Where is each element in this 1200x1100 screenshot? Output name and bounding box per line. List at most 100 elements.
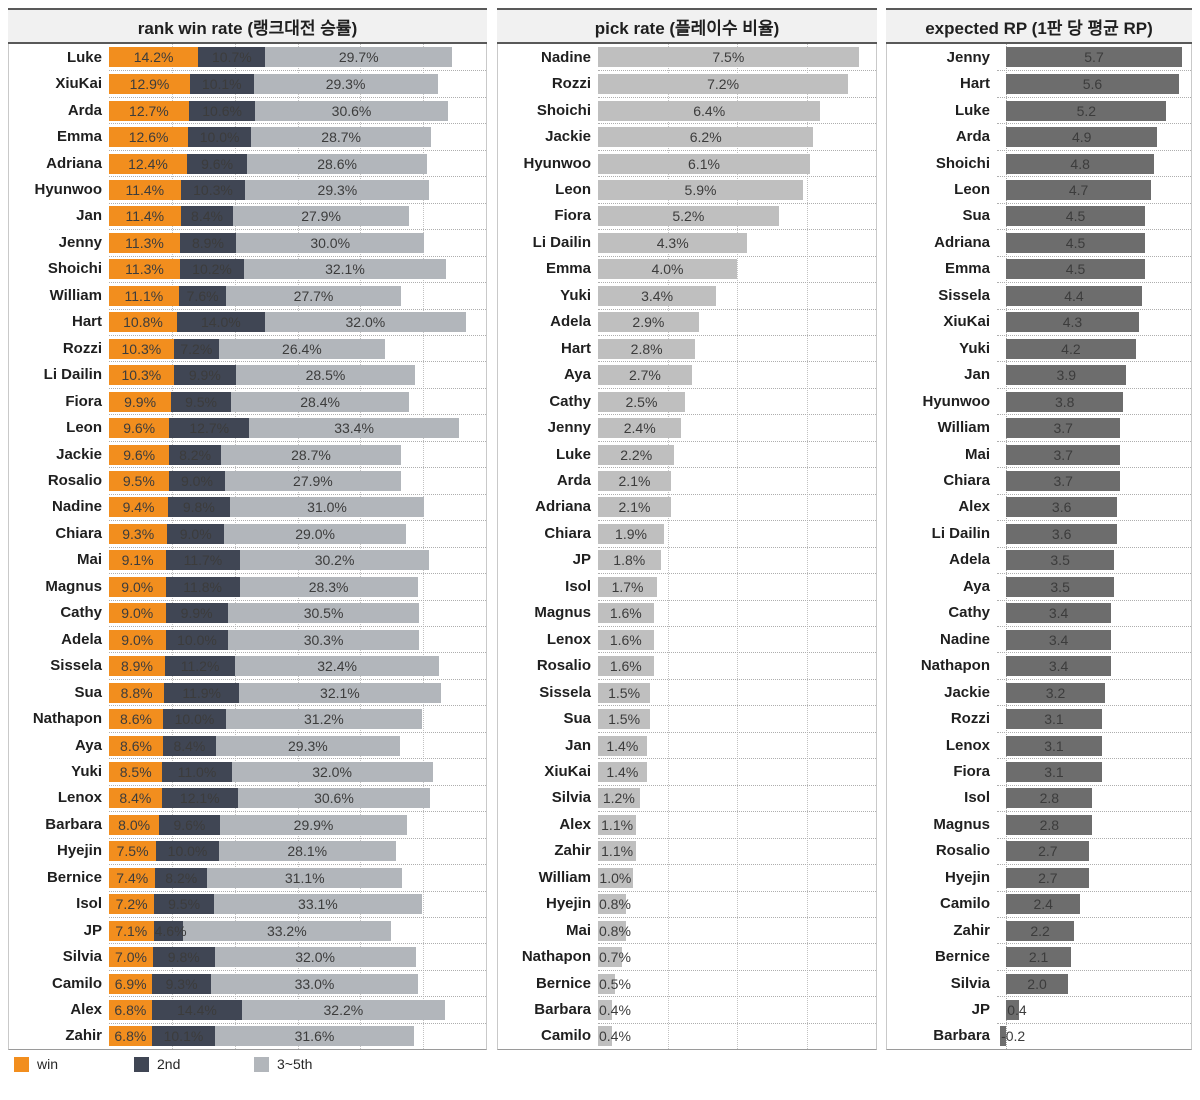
value-label: 3.1 — [1044, 737, 1064, 754]
value-label: 2.2 — [1030, 922, 1050, 939]
plot-area: 3.4 — [997, 599, 1191, 626]
bar-segment-3-5th — [228, 629, 419, 650]
expected-rp-bar — [1006, 973, 1068, 994]
category-label: Fiora — [953, 762, 990, 780]
expected-rp-panel: expected RP (1판 당 평균 RP) Jenny 5.7 Hart 5.6… — [886, 8, 1192, 1050]
value-label: 3.7 — [1053, 446, 1073, 463]
value-label: 8.9% — [120, 658, 153, 675]
bar-segment-2nd — [165, 576, 240, 597]
legend-item-win: win — [14, 1056, 134, 1072]
category-label: Jenny — [547, 419, 591, 437]
plot-area: 5.9% — [598, 176, 876, 202]
plot-area: 2.0 — [997, 969, 1191, 996]
value-label: 4.0% — [651, 261, 684, 278]
value-label: 2.4 — [1033, 896, 1053, 913]
value-label: 1.1% — [601, 843, 634, 860]
category-label: Hart — [959, 75, 990, 93]
chart-row: Chiara 1.9% — [498, 520, 876, 546]
category-label: Shoichi — [536, 101, 591, 119]
chart-row: Shoichi 11.3% 10.2% 32.1% — [9, 255, 486, 282]
bar-segment-win — [109, 1026, 152, 1047]
bar-segment-3-5th — [237, 788, 431, 809]
value-label: 2.0 — [1027, 975, 1047, 992]
plot-area: 8.0% 9.6% 29.9% — [109, 811, 486, 837]
expected-rp-bar — [1006, 894, 1081, 915]
bar-segment-2nd — [188, 100, 256, 121]
category-label: Shoichi — [935, 154, 990, 172]
plot-area: 4.3 — [997, 308, 1191, 335]
plot-area: 0.4 — [997, 996, 1191, 1022]
expected-rp-bar — [1006, 285, 1142, 306]
bar-segment-win — [109, 232, 180, 253]
category-label: William — [538, 868, 591, 886]
chart-row: Jackie 9.6% 8.2% 28.7% — [9, 440, 486, 467]
category-label: Mai — [964, 445, 990, 463]
value-label: 32.0% — [345, 314, 386, 331]
pick-rate-bar — [598, 1026, 612, 1047]
value-label: 2.1 — [1028, 949, 1049, 966]
bar-segment-win — [109, 603, 166, 624]
value-label: 2.7 — [1038, 869, 1058, 886]
pick-rate-panel: pick rate (플레이수 비율) Nadine 7.5% Rozzi 7.2% S… — [497, 8, 877, 1050]
value-label: 31.2% — [304, 711, 344, 728]
plot-area: -0.2 — [997, 1022, 1191, 1049]
chart-row: Rozzi 7.2% — [498, 70, 876, 96]
value-label: 5.7 — [1084, 49, 1104, 66]
value-label: 11.3% — [125, 261, 164, 278]
pick-rate-bar — [598, 259, 737, 280]
chart-row: Adriana 12.4% 9.6% 28.6% — [9, 149, 486, 176]
chart-row: Zahir 1.1% — [498, 837, 876, 864]
plot-area: 1.6% — [598, 652, 876, 678]
value-label: 10.0% — [174, 711, 215, 728]
category-label: Fiora — [65, 392, 102, 410]
chart-row: Nathapon 8.6% 10.0% 31.2% — [9, 705, 486, 731]
bar-segment-3-5th — [265, 47, 453, 68]
category-label: Chiara — [943, 471, 990, 489]
chart-row: Sissela 4.4 — [887, 282, 1191, 308]
expected-rp-bar — [1006, 735, 1102, 756]
value-label: 3.1 — [1044, 711, 1064, 728]
category-label: Bernice — [535, 974, 591, 992]
bar-segment-2nd — [168, 470, 226, 491]
bar-segment-3-5th — [235, 656, 439, 677]
plot-area: 3.1 — [997, 705, 1191, 731]
category-label: Shoichi — [47, 260, 102, 278]
value-label: 4.3% — [656, 234, 689, 251]
plot-area: 1.6% — [598, 625, 876, 652]
bar-segment-2nd — [171, 391, 231, 412]
value-label: 8.9% — [191, 234, 224, 251]
bar-segment-3-5th — [235, 365, 415, 386]
chart-row: Hart 5.6 — [887, 70, 1191, 96]
plot-area: 4.8 — [997, 149, 1191, 176]
chart-row: Magnus 2.8 — [887, 811, 1191, 837]
expected-rp-bar — [1006, 603, 1111, 624]
value-label: 28.6% — [317, 155, 357, 172]
bar-segment-win — [109, 497, 169, 518]
category-label: Sissela — [50, 657, 102, 675]
plot-area: 6.8% 14.4% 32.2% — [109, 996, 486, 1022]
chart-row: Nadine 7.5% — [498, 44, 876, 70]
expected-rp-title: expected RP (1판 당 평균 RP) — [886, 8, 1192, 44]
value-label: 28.1% — [287, 843, 328, 860]
expected-rp-bar — [1006, 761, 1102, 782]
bar-segment-win — [109, 312, 177, 333]
plot-area: 2.4 — [997, 890, 1191, 917]
value-label: 12.7% — [189, 420, 230, 437]
plot-area: 11.1% 7.6% 27.7% — [109, 282, 486, 308]
pick-rate-bar — [598, 444, 675, 465]
bar-segment-win — [109, 629, 166, 650]
expected-rp-bar — [1006, 920, 1074, 941]
value-label: 11.9% — [182, 684, 222, 701]
value-label: 4.5 — [1065, 261, 1086, 278]
chart-row: Silvia 1.2% — [498, 784, 876, 811]
expected-rp-bar — [1006, 391, 1124, 412]
value-label: 10.1% — [201, 76, 242, 93]
plot-area: 12.6% 10.0% 28.7% — [109, 123, 486, 149]
pick-rate-bar — [598, 841, 637, 862]
plot-area: 2.4% — [598, 414, 876, 440]
plot-area: 9.1% 11.7% 30.2% — [109, 546, 486, 573]
category-label: Rosalio — [47, 471, 102, 489]
value-label: 29.7% — [338, 49, 379, 66]
pick-rate-bar — [598, 47, 859, 68]
category-label: Sua — [962, 207, 990, 225]
